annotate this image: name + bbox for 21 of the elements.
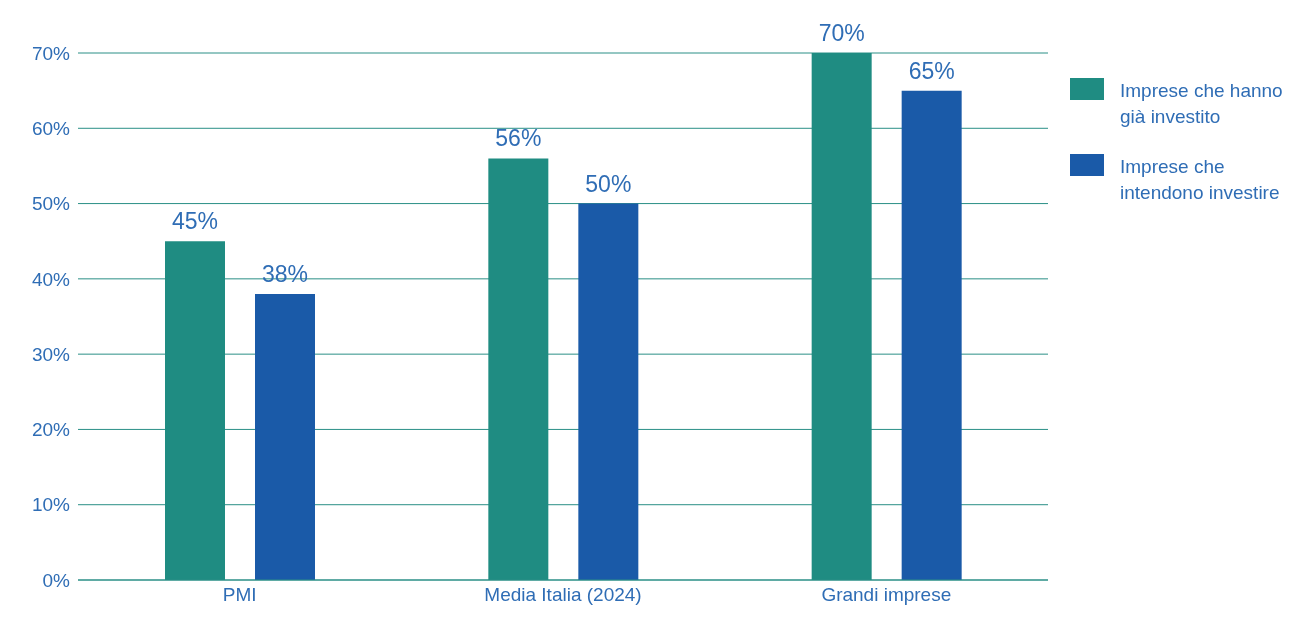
data-label: 70% bbox=[818, 20, 865, 46]
y-tick-label: 20% bbox=[31, 419, 71, 441]
data-label: 65% bbox=[908, 57, 955, 84]
y-tick-label: 50% bbox=[31, 193, 71, 215]
bar bbox=[901, 90, 962, 580]
y-tick-label: 10% bbox=[31, 494, 71, 516]
bar bbox=[578, 203, 639, 580]
legend-label: Imprese che hanno già investito bbox=[1120, 79, 1284, 129]
y-tick-label: 60% bbox=[31, 118, 71, 140]
bar bbox=[255, 293, 315, 580]
x-tick-label: Media Italia (2024) bbox=[484, 584, 642, 606]
x-tick-label: PMI bbox=[222, 584, 257, 606]
y-tick-label: 70% bbox=[31, 42, 71, 64]
data-label: 56% bbox=[495, 125, 542, 152]
y-tick-label: 30% bbox=[31, 343, 71, 365]
y-tick-label: 40% bbox=[31, 268, 71, 290]
data-label: 45% bbox=[171, 208, 219, 235]
x-tick-label: Grandi imprese bbox=[821, 584, 952, 606]
data-label: 50% bbox=[585, 170, 632, 197]
y-tick-label: 0% bbox=[42, 569, 71, 591]
legend-label: Imprese che intendono investire bbox=[1120, 155, 1281, 205]
